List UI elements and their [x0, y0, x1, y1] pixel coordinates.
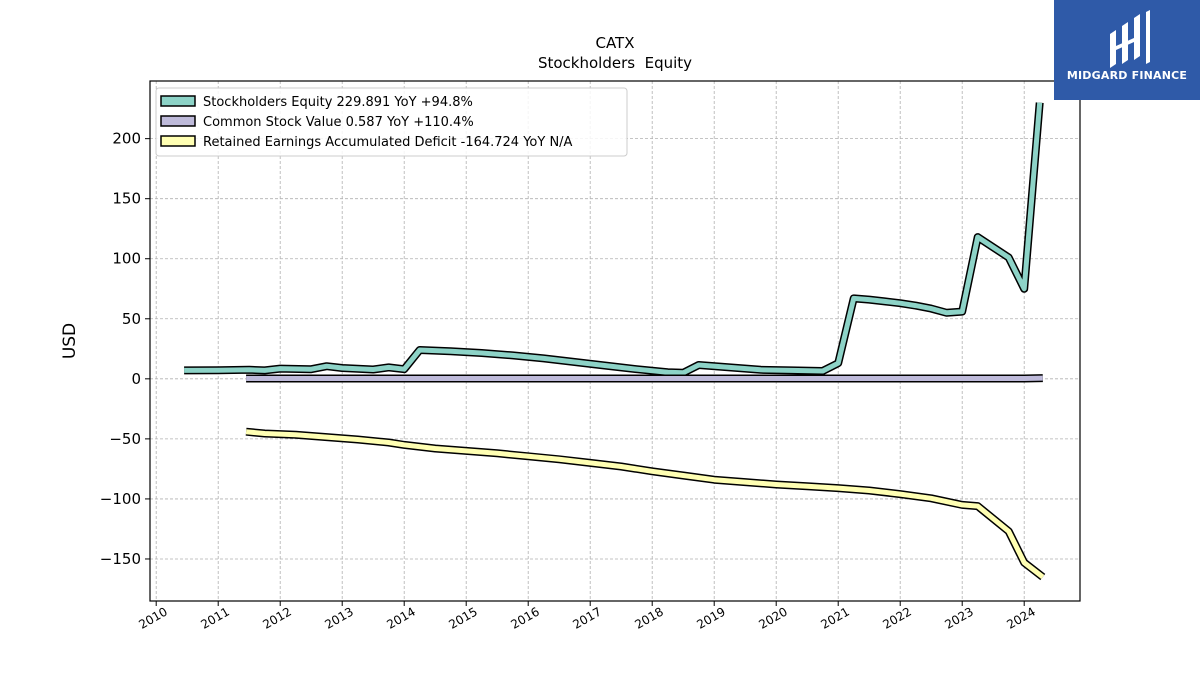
series-3-line: [245, 429, 1045, 579]
x-tick-label: 2014: [384, 604, 417, 631]
brand-logo: MIDGARD FINANCE: [1054, 0, 1200, 100]
x-tick-label: 2013: [322, 604, 355, 631]
x-tick-label: 2018: [632, 604, 665, 631]
y-tick-label: 200: [112, 130, 141, 148]
legend-swatch-3: [160, 135, 196, 147]
x-tick-label: 2020: [756, 604, 789, 631]
x-tick-label: 2011: [198, 604, 231, 631]
x-tick-label: 2024: [1004, 604, 1037, 631]
chart-title: CATX: [595, 34, 634, 52]
x-tick-label: 2022: [880, 604, 913, 631]
x-tick-label: 2016: [508, 604, 541, 631]
legend-label-2: Common Stock Value 0.587 YoY +110.4%: [203, 115, 474, 130]
brand-mark-icon: [1110, 10, 1150, 68]
x-tick-label: 2017: [570, 604, 603, 631]
x-tick-label: 2021: [818, 604, 851, 631]
legend-swatch-1: [160, 95, 196, 107]
legend-label-3: Retained Earnings Accumulated Deficit -1…: [203, 135, 573, 150]
y-axis-label: USD: [60, 323, 80, 359]
y-tick-label: 50: [122, 310, 141, 328]
legend: Stockholders Equity 229.891 YoY +94.8% Co…: [155, 87, 628, 157]
x-tick-label: 2010: [136, 604, 169, 631]
plot-frame: [149, 80, 1081, 602]
series-3-outline: [245, 427, 1046, 581]
y-tick-label: 0: [131, 370, 141, 388]
y-tick-label: −50: [109, 430, 141, 448]
legend-box: [155, 87, 628, 157]
legend-swatch-2: [160, 115, 196, 127]
legend-label-1: Stockholders Equity 229.891 YoY +94.8%: [203, 95, 473, 110]
y-tick-label: 150: [112, 190, 141, 208]
y-tick-label: 100: [112, 250, 141, 268]
x-tick-label: 2015: [446, 604, 479, 631]
y-tick-label: −150: [100, 550, 141, 568]
series-1-line: [184, 102, 1043, 376]
y-tick-label: −100: [100, 490, 141, 508]
chart-subtitle: Stockholders Equity: [538, 54, 692, 72]
x-tick-label: 2023: [942, 604, 975, 631]
brand-name: MIDGARD FINANCE: [1066, 69, 1188, 82]
x-tick-label: 2012: [260, 604, 293, 631]
x-tick-label: 2019: [694, 604, 727, 631]
